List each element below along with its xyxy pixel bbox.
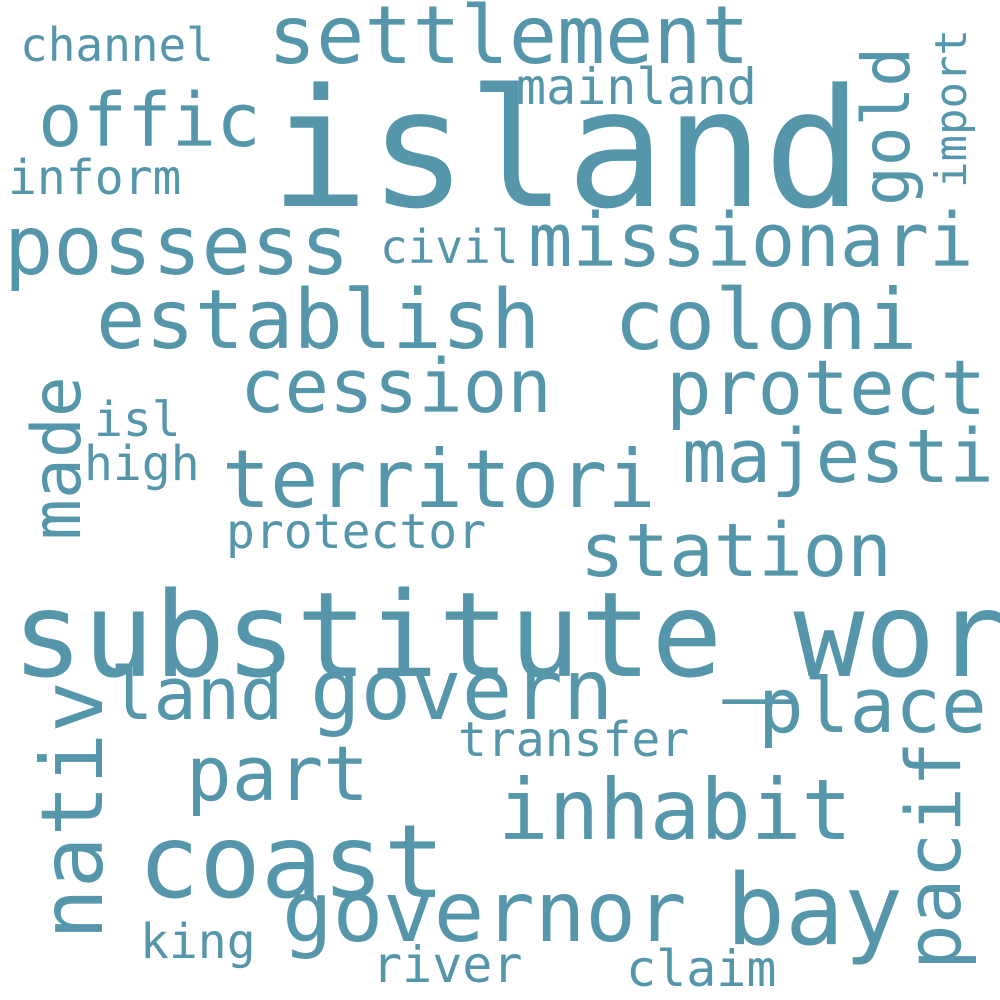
word-station: station — [580, 508, 892, 594]
word-cession: cession — [240, 344, 552, 430]
word-substitute-word: substitute_word — [12, 566, 1000, 704]
word-place: place — [758, 661, 987, 750]
word-territori: territori — [222, 433, 656, 526]
word-claim: claim — [626, 940, 777, 998]
word-offic: offic — [38, 78, 261, 164]
word-majesti: majesti — [682, 414, 994, 500]
word-river: river — [372, 936, 523, 994]
word-possess: possess — [4, 199, 350, 294]
word-mainland: mainland — [516, 58, 757, 116]
word-protect: protect — [666, 343, 987, 432]
word-transfer: transfer — [458, 712, 690, 768]
word-coast: coast — [138, 803, 446, 922]
word-establish: establish — [96, 273, 541, 368]
word-nativ: nativ — [23, 681, 123, 940]
word-isl: isl — [94, 392, 181, 448]
word-coloni: coloni — [614, 271, 918, 369]
word-import: import — [926, 29, 977, 188]
word-settlement: settlement — [268, 0, 750, 82]
word-bay: bay — [726, 854, 904, 968]
word-inform: inform — [8, 150, 182, 206]
word-inhabit: inhabit — [498, 761, 853, 859]
word-civil: civil — [380, 220, 519, 274]
word-protector: protector — [226, 504, 487, 560]
word-gold: gold — [848, 47, 925, 206]
word-land: land — [110, 652, 284, 736]
word-island: island — [270, 54, 863, 245]
word-made: made — [18, 376, 97, 540]
word-channel: channel — [20, 18, 214, 72]
word-high: high — [84, 436, 200, 492]
word-king: king — [140, 914, 256, 970]
word-governor: governor — [282, 863, 687, 961]
word-missionari: missionari — [528, 198, 974, 284]
word-govern: govern — [310, 641, 614, 739]
word-part: part — [186, 729, 370, 818]
word-pacif: pacif — [889, 741, 978, 970]
